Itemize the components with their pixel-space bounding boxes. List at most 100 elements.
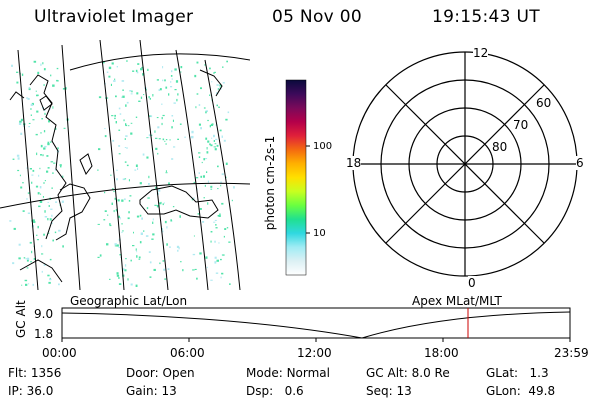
aurora-pixel [170,81,172,83]
aurora-pixel [28,87,31,89]
aurora-pixel [194,268,197,270]
aurora-pixel [46,170,49,173]
aurora-pixel [146,207,149,210]
aurora-pixel [216,84,219,86]
aurora-pixel [177,93,179,96]
aurora-pixel [158,138,161,140]
aurora-pixel [148,183,150,185]
aurora-pixel [42,196,44,198]
aurora-pixel [36,110,39,113]
aurora-pixel [164,278,167,280]
aurora-pixel [213,72,215,74]
aurora-pixel [207,119,209,122]
aurora-pixel [168,93,170,96]
aurora-pixel [32,119,35,121]
time-tick-1200: 12:00 [297,346,332,360]
aurora-pixel [205,110,208,112]
aurora-pixel [136,71,139,74]
aurora-pixel [116,272,119,275]
aurora-pixel [193,181,195,184]
lat-label-70: 70 [513,118,529,132]
aurora-pixel [147,68,149,71]
aurora-pixel [152,94,154,97]
mlt-label-0: 0 [468,276,476,290]
aurora-pixel [161,228,163,231]
aurora-pixel [215,227,218,229]
aurora-pixel [122,95,125,98]
aurora-pixel [148,175,150,179]
aurora-pixel [39,200,43,203]
aurora-pixel [170,86,173,88]
aurora-pixel [43,264,46,266]
aurora-pixel [20,132,23,135]
aurora-pixel [209,67,211,70]
aurora-pixel [116,178,118,181]
aurora-pixel [162,203,164,206]
aurora-pixel [116,169,118,171]
aurora-pixel [148,115,151,117]
aurora-pixel [192,253,196,256]
time-tick-2359: 23:59 [554,346,589,360]
aurora-pixel [126,147,128,149]
aurora-pixel [143,230,145,232]
aurora-pixel [59,164,62,166]
aurora-pixel [207,140,210,143]
aurora-pixel [27,257,30,261]
aurora-pixel [218,242,220,244]
aurora-pixel [165,143,167,145]
aurora-pixel [195,106,197,109]
aurora-pixel [198,172,200,174]
aurora-pixel [165,139,168,141]
status-door: Door: Open [126,366,195,380]
aurora-pixel [134,169,137,171]
aurora-pixel [233,186,235,189]
aurora-pixel [52,172,54,174]
latitude-grid [0,53,250,209]
aurora-pixel [46,155,49,157]
aurora-pixel [209,94,211,96]
aurora-pixel [42,62,44,65]
aurora-pixel [35,133,38,136]
aurora-pixel [47,218,49,221]
status-seq: Seq: 13 [366,384,412,398]
status-gc-alt: GC Alt: 8.0 Re [366,366,450,380]
aurora-pixel [33,258,36,260]
aurora-pixel [171,126,173,129]
aurora-pixel [215,272,219,274]
aurora-pixel [215,138,218,141]
aurora-pixel [155,147,158,150]
aurora-pixel [29,168,32,170]
aurora-pixel [140,68,143,71]
aurora-pixel [169,139,171,141]
aurora-pixel [61,200,64,203]
aurora-pixel [65,87,67,90]
aurora-pixel [201,161,203,164]
aurora-pixel [214,148,217,151]
aurora-pixel [216,104,218,107]
aurora-pixel [214,240,216,243]
aurora-pixel [143,94,145,96]
aurora-pixel [26,97,29,99]
aurora-pixel [145,235,149,237]
altitude-curve [61,311,571,339]
aurora-pixel [219,129,222,132]
aurora-pixel [49,258,52,261]
aurora-pixel [24,279,28,282]
instrument-title: Ultraviolet Imager [34,7,194,27]
aurora-pixel [126,101,129,104]
aurora-pixel [139,214,142,217]
coastline [9,69,223,283]
status-gain: Gain: 13 [126,384,177,398]
aurora-pixel [118,277,120,279]
time-tick-0600: 06:00 [170,346,205,360]
aurora-pixel [219,213,221,216]
colorbar [285,79,310,276]
aurora-pixel [31,250,33,254]
aurora-pixel [99,254,102,257]
lat-label-60: 60 [536,96,552,110]
aurora-pixel [27,283,30,285]
aurora-pixel [204,64,206,66]
aurora-pixel [104,135,107,138]
aurora-pixel [209,143,211,146]
aurora-pixel [223,139,226,142]
